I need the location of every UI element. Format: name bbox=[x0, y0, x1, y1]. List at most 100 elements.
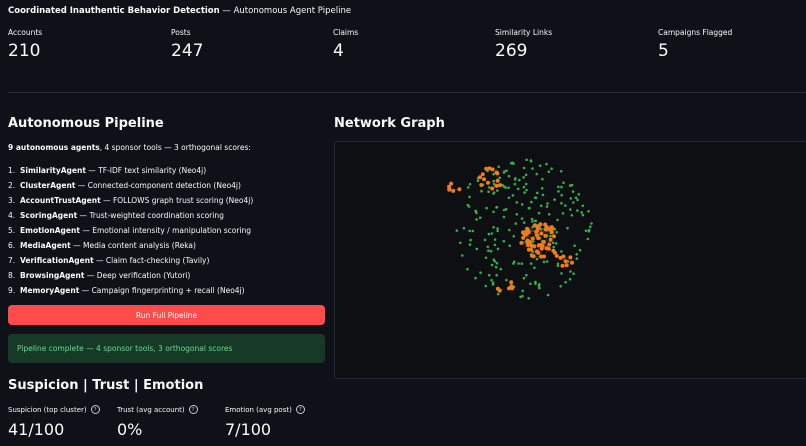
graph-node-flagged[interactable] bbox=[529, 243, 534, 248]
graph-node-flagged[interactable] bbox=[521, 235, 526, 240]
graph-node[interactable] bbox=[515, 201, 519, 204]
graph-node[interactable] bbox=[496, 229, 499, 233]
graph-node[interactable] bbox=[556, 218, 559, 222]
graph-node[interactable] bbox=[561, 212, 565, 215]
graph-node[interactable] bbox=[478, 216, 482, 219]
graph-node[interactable] bbox=[589, 225, 592, 229]
graph-node[interactable] bbox=[521, 289, 524, 293]
graph-node-flagged[interactable] bbox=[482, 177, 486, 182]
graph-node[interactable] bbox=[487, 190, 490, 193]
graph-node[interactable] bbox=[517, 262, 520, 265]
graph-node[interactable] bbox=[490, 232, 494, 235]
graph-node[interactable] bbox=[461, 254, 464, 257]
network-graph-panel[interactable] bbox=[334, 141, 806, 379]
graph-node[interactable] bbox=[535, 257, 539, 261]
graph-node[interactable] bbox=[576, 198, 579, 202]
graph-node[interactable] bbox=[575, 257, 579, 260]
graph-node-flagged[interactable] bbox=[543, 233, 548, 238]
graph-node[interactable] bbox=[576, 209, 579, 212]
graph-node[interactable] bbox=[556, 262, 560, 266]
graph-node[interactable] bbox=[569, 208, 572, 211]
graph-node[interactable] bbox=[520, 203, 524, 206]
graph-node[interactable] bbox=[555, 231, 559, 234]
graph-node[interactable] bbox=[476, 179, 480, 182]
graph-node-flagged[interactable] bbox=[539, 231, 544, 236]
graph-node[interactable] bbox=[487, 186, 491, 189]
graph-node[interactable] bbox=[564, 280, 567, 284]
graph-node[interactable] bbox=[522, 276, 526, 280]
graph-node[interactable] bbox=[527, 297, 530, 300]
graph-node[interactable] bbox=[524, 173, 528, 177]
graph-node[interactable] bbox=[499, 267, 503, 271]
graph-node[interactable] bbox=[512, 262, 515, 265]
graph-node-flagged[interactable] bbox=[498, 183, 503, 188]
graph-node[interactable] bbox=[475, 211, 478, 215]
graph-node[interactable] bbox=[568, 184, 572, 187]
graph-node-flagged[interactable] bbox=[560, 263, 565, 268]
graph-node[interactable] bbox=[495, 273, 498, 277]
graph-node-flagged[interactable] bbox=[490, 186, 495, 191]
graph-node[interactable] bbox=[560, 250, 563, 253]
graph-node[interactable] bbox=[560, 201, 563, 205]
graph-node[interactable] bbox=[530, 200, 533, 204]
graph-node[interactable] bbox=[581, 213, 585, 217]
graph-node[interactable] bbox=[573, 244, 576, 247]
graph-node[interactable] bbox=[524, 182, 528, 186]
run-pipeline-button[interactable]: Run Full Pipeline bbox=[8, 305, 325, 325]
graph-node[interactable] bbox=[492, 210, 495, 214]
graph-node[interactable] bbox=[508, 228, 511, 232]
graph-node[interactable] bbox=[545, 260, 549, 263]
graph-node[interactable] bbox=[496, 247, 500, 251]
graph-node[interactable] bbox=[546, 202, 549, 205]
graph-node[interactable] bbox=[502, 208, 506, 212]
graph-node-flagged[interactable] bbox=[539, 254, 543, 259]
graph-node[interactable] bbox=[571, 190, 575, 193]
graph-node[interactable] bbox=[518, 178, 521, 182]
graph-node[interactable] bbox=[525, 158, 528, 162]
graph-node-flagged[interactable] bbox=[495, 171, 500, 176]
graph-node[interactable] bbox=[525, 188, 528, 192]
graph-node-flagged[interactable] bbox=[546, 246, 551, 251]
graph-node[interactable] bbox=[580, 211, 583, 214]
graph-node[interactable] bbox=[492, 172, 495, 176]
graph-node-flagged[interactable] bbox=[525, 229, 530, 234]
graph-node-flagged[interactable] bbox=[478, 175, 482, 180]
graph-node-flagged[interactable] bbox=[497, 288, 502, 293]
graph-node[interactable] bbox=[545, 162, 548, 166]
graph-node[interactable] bbox=[551, 241, 555, 245]
graph-node[interactable] bbox=[483, 238, 487, 242]
graph-node[interactable] bbox=[577, 193, 581, 196]
graph-node[interactable] bbox=[529, 262, 533, 265]
graph-node[interactable] bbox=[538, 283, 541, 286]
graph-node[interactable] bbox=[487, 249, 490, 252]
graph-node[interactable] bbox=[564, 204, 567, 207]
graph-node[interactable] bbox=[512, 235, 516, 238]
graph-node[interactable] bbox=[468, 243, 472, 246]
graph-node[interactable] bbox=[493, 260, 497, 263]
graph-node[interactable] bbox=[466, 267, 469, 271]
graph-node[interactable] bbox=[550, 167, 553, 170]
graph-node[interactable] bbox=[554, 242, 558, 245]
graph-node[interactable] bbox=[584, 229, 588, 232]
graph-node-flagged[interactable] bbox=[548, 237, 553, 242]
graph-node[interactable] bbox=[520, 262, 524, 265]
graph-node[interactable] bbox=[468, 229, 471, 233]
graph-node-flagged[interactable] bbox=[568, 255, 573, 260]
graph-node-flagged[interactable] bbox=[510, 286, 515, 291]
graph-node[interactable] bbox=[546, 293, 550, 297]
graph-node[interactable] bbox=[505, 169, 508, 172]
graph-node[interactable] bbox=[535, 172, 539, 176]
graph-node[interactable] bbox=[514, 222, 518, 225]
graph-node[interactable] bbox=[459, 241, 462, 245]
graph-node[interactable] bbox=[502, 215, 506, 219]
graph-node-flagged[interactable] bbox=[542, 254, 546, 259]
graph-node[interactable] bbox=[493, 243, 497, 247]
graph-node[interactable] bbox=[547, 213, 551, 216]
graph-node[interactable] bbox=[516, 187, 520, 191]
graph-node[interactable] bbox=[528, 207, 531, 210]
graph-node[interactable] bbox=[572, 272, 575, 275]
graph-node-flagged[interactable] bbox=[526, 247, 531, 252]
graph-node-flagged[interactable] bbox=[561, 254, 566, 259]
graph-node[interactable] bbox=[529, 282, 532, 286]
graph-node-flagged[interactable] bbox=[480, 172, 485, 177]
